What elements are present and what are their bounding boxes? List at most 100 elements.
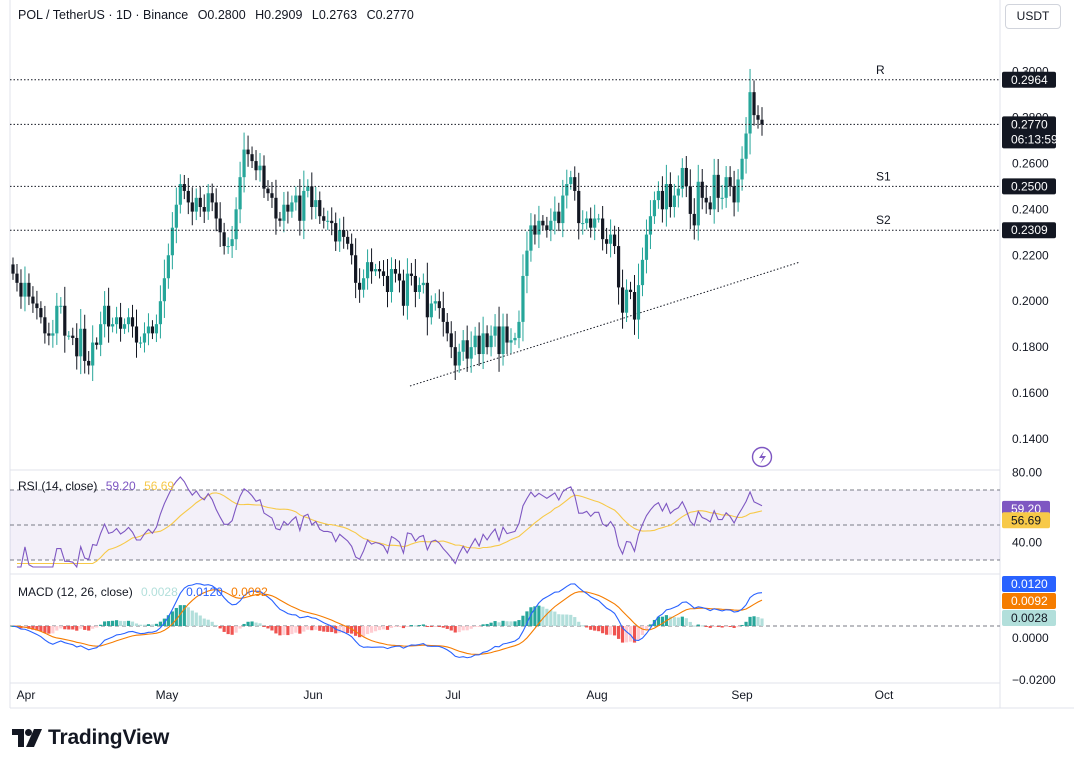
macd-hist-bar	[47, 626, 51, 634]
macd-hist-bar	[330, 626, 334, 633]
candle	[91, 342, 95, 366]
rsi-legend: RSI (14, close) 59.20 56.69	[18, 479, 179, 493]
candle	[266, 188, 270, 194]
candle	[692, 213, 696, 226]
macd-hist-bar	[445, 626, 449, 629]
candle	[425, 282, 429, 318]
candles	[11, 68, 764, 382]
rsi-title[interactable]: RSI (14, close)	[18, 479, 98, 493]
candle	[310, 186, 314, 208]
candle	[51, 333, 55, 336]
macd-hist-bar	[744, 621, 748, 626]
macd-hist-bar	[493, 621, 497, 626]
macd-hist-bar	[214, 624, 218, 626]
candle	[676, 188, 680, 196]
macd-hist-bar	[342, 626, 346, 633]
macd-hist-bar	[620, 626, 625, 643]
macd-hist-bar	[234, 626, 238, 633]
macd-hist-bar	[174, 607, 178, 626]
macd-hist-bar	[99, 624, 103, 626]
candle	[103, 305, 107, 325]
currency-button[interactable]: USDT	[1005, 4, 1061, 29]
macd-hist-bar	[71, 626, 75, 630]
candle	[162, 278, 166, 302]
macd-hist-bar	[290, 626, 294, 635]
macd-hist-bar	[67, 626, 71, 630]
macd-hist-bar	[481, 624, 485, 626]
macd-hist-bar	[278, 626, 282, 636]
macd-hist-bar	[55, 626, 59, 631]
macd-hist-bar	[111, 620, 115, 626]
macd-hist-bar	[79, 626, 83, 629]
macd-hist-bar	[310, 626, 314, 631]
tradingview-logo-icon	[12, 729, 42, 747]
macd-hist-bar	[609, 626, 613, 635]
macd-hist-bar	[158, 621, 163, 626]
macd-hist-bar	[405, 626, 410, 627]
macd-hist-bar	[146, 624, 151, 626]
macd-title[interactable]: MACD (12, 26, close)	[18, 585, 133, 599]
macd-hist-bar	[752, 616, 756, 626]
candle	[31, 296, 35, 304]
candle	[369, 262, 374, 272]
ascending-trendline	[409, 261, 801, 387]
macd-hist-bar	[509, 621, 513, 626]
macd-hist-bar	[218, 626, 222, 629]
candle	[298, 195, 302, 221]
macd-legend: MACD (12, 26, close) 0.0028 0.0120 0.009…	[18, 585, 273, 599]
candle	[680, 167, 684, 189]
macd-hist-bar	[501, 620, 505, 626]
candle	[593, 218, 597, 228]
candle	[457, 351, 461, 366]
macd-hist-bar	[393, 626, 398, 627]
symbol-pair[interactable]: POL / TetherUS · 1D · Binance	[18, 8, 189, 22]
macd-hist-bar	[561, 614, 565, 626]
macd-hist-bar	[126, 620, 131, 626]
level-label: S1	[876, 169, 891, 183]
macd-hist-bar	[413, 625, 417, 627]
candle	[469, 347, 473, 359]
macd-hist-bar	[557, 614, 561, 626]
candle	[489, 335, 493, 348]
candle	[660, 190, 664, 210]
macd-hist-bar	[473, 626, 477, 627]
macd-hist-bar	[421, 624, 425, 626]
price-axis-tick: 0.1600	[1012, 386, 1049, 400]
macd-hist-bar	[178, 605, 182, 626]
macd-hist-bar	[298, 626, 302, 634]
macd-hist-bar	[83, 626, 87, 630]
macd-hist-bar	[589, 626, 593, 630]
candle	[338, 229, 342, 242]
candle	[246, 149, 250, 155]
candle	[150, 326, 155, 334]
macd-hist-bar	[294, 626, 298, 633]
macd-hist-bar	[318, 626, 322, 631]
candle	[99, 324, 103, 345]
macd-hist-bar	[429, 626, 433, 627]
macd-hist-bar	[624, 626, 629, 643]
macd-hist-bar	[246, 621, 250, 626]
macd-hist-bar	[453, 626, 457, 633]
candle	[688, 186, 692, 214]
candle	[521, 275, 525, 322]
candle	[441, 308, 445, 322]
macd-hist-bar	[525, 611, 529, 626]
macd-hist-bar	[644, 626, 649, 630]
candle	[107, 305, 111, 327]
candle	[190, 202, 194, 212]
macd-hist-bar	[632, 626, 637, 643]
candle	[529, 225, 533, 251]
macd-hist-bar	[489, 622, 493, 626]
candle	[350, 243, 354, 256]
candle	[421, 282, 425, 286]
candle	[166, 255, 170, 279]
candle	[525, 250, 529, 276]
candle	[393, 269, 398, 274]
macd-hist-bar	[736, 626, 740, 628]
tradingview-logo[interactable]: TradingView	[12, 726, 169, 750]
candle	[597, 218, 601, 220]
candle	[445, 321, 449, 334]
candle	[756, 115, 760, 120]
candle	[553, 211, 557, 221]
